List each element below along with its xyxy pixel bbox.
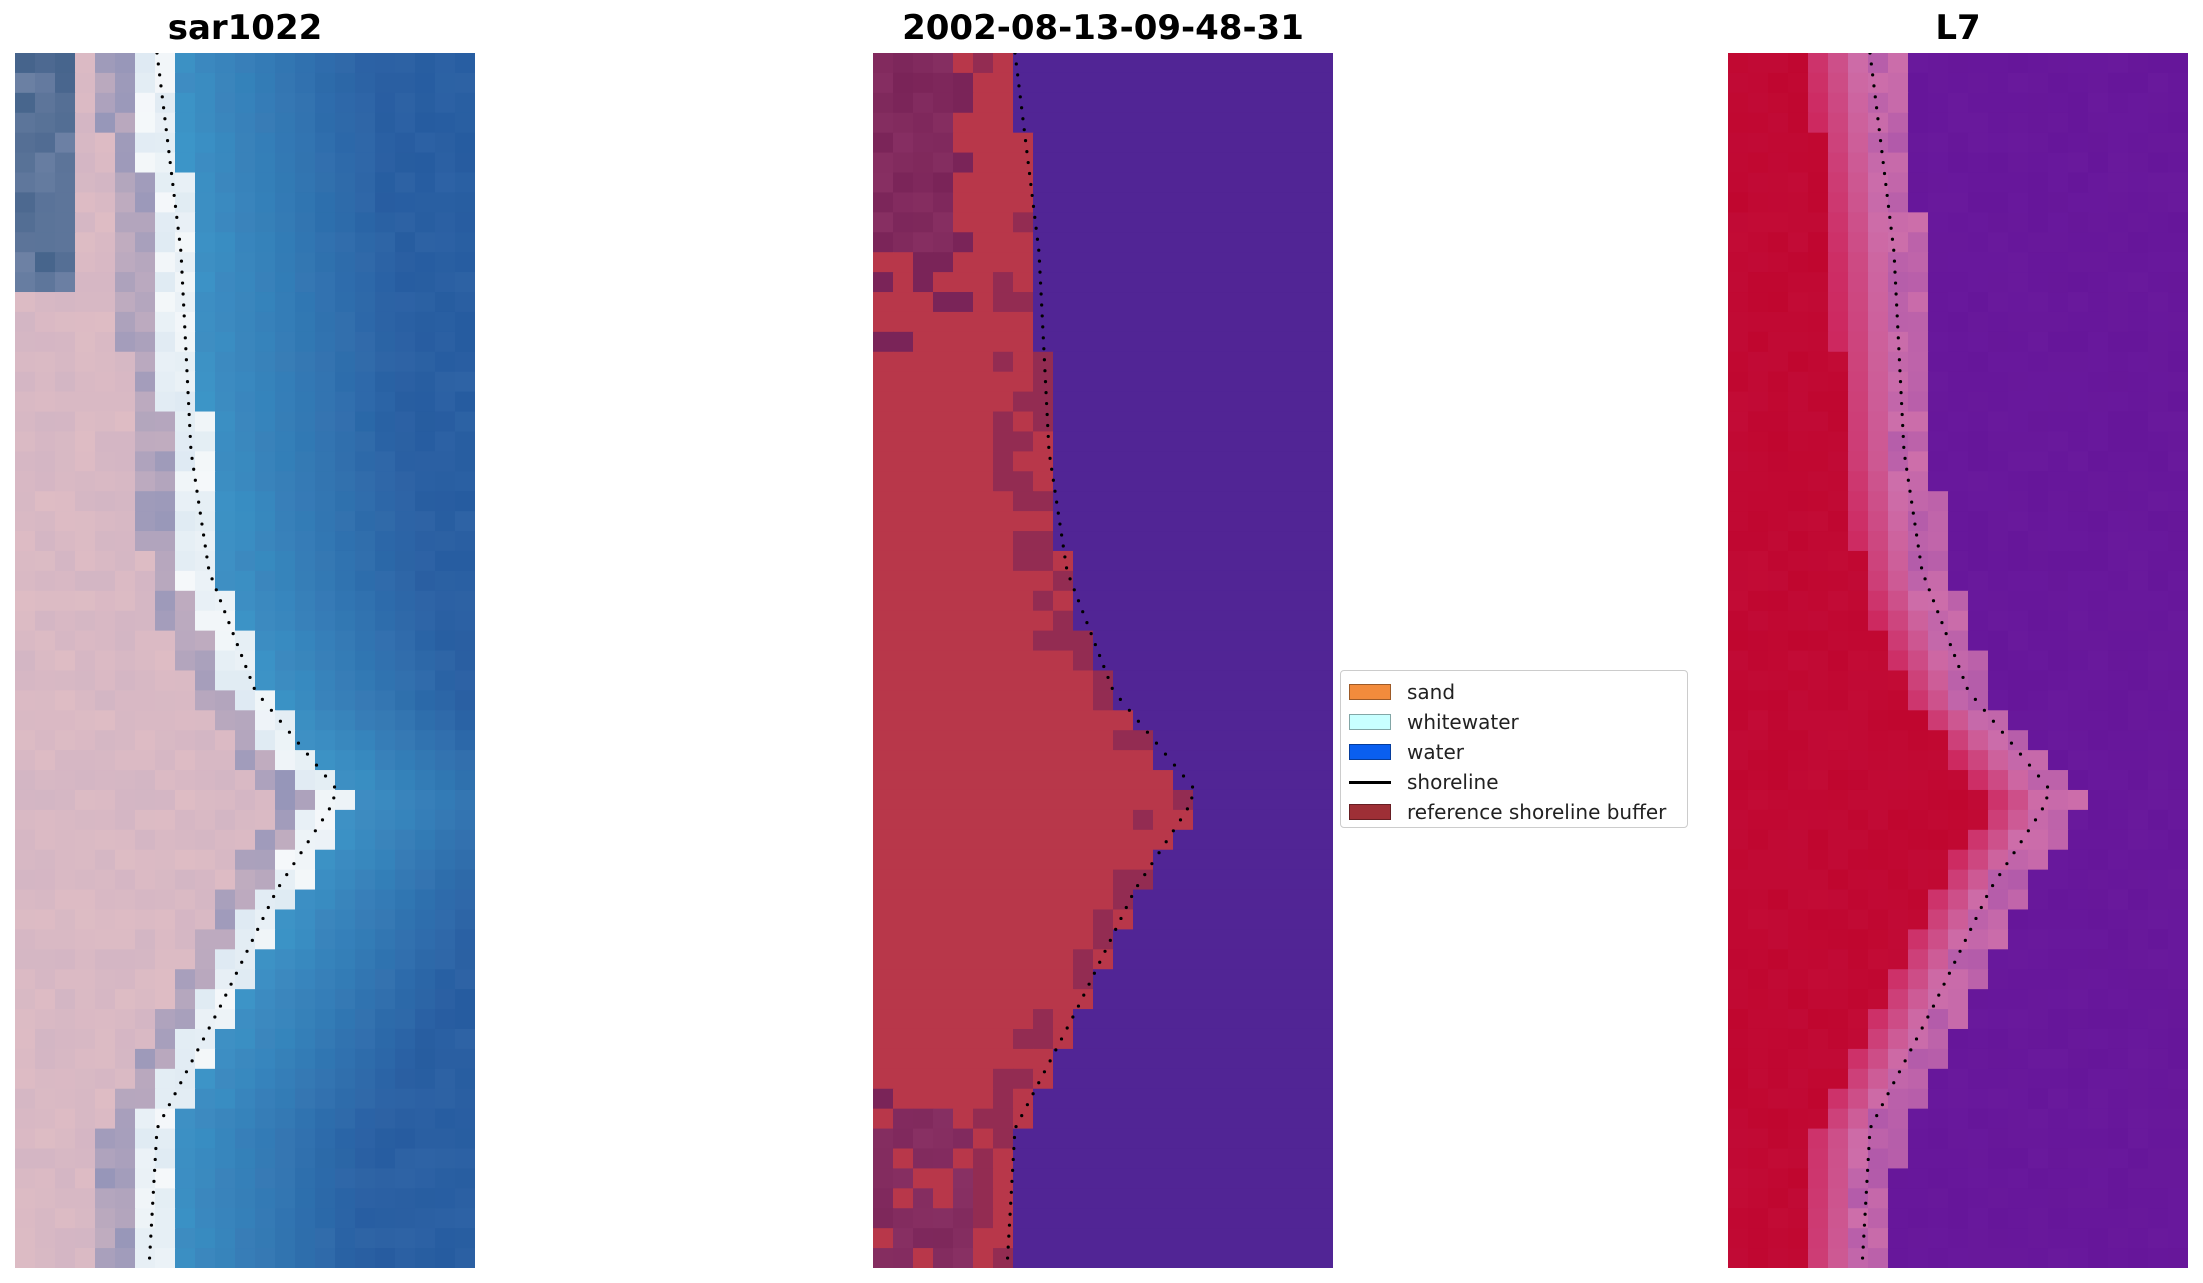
legend-item-water: water (1349, 737, 1679, 767)
legend-label: shoreline (1407, 770, 1499, 794)
legend-swatch (1349, 744, 1391, 760)
shoreline-dots (1860, 53, 2050, 1260)
rgb-image-panel (15, 53, 475, 1268)
legend-swatch (1349, 804, 1391, 820)
legend-label: whitewater (1407, 710, 1519, 734)
classified-image-panel (873, 53, 1333, 1268)
legend-label: reference shoreline buffer (1407, 800, 1667, 824)
legend-label: water (1407, 740, 1464, 764)
panel-title-index: L7 (1935, 8, 1981, 48)
legend-item-shoreline: shoreline (1349, 767, 1679, 797)
legend-item-whitewater: whitewater (1349, 707, 1679, 737)
classified-image (873, 53, 1333, 1268)
legend-item-reference-shoreline-buffer: reference shoreline buffer (1349, 797, 1679, 827)
legend-swatch (1349, 714, 1391, 730)
legend-swatch (1349, 684, 1391, 700)
legend-item-sand: sand (1349, 677, 1679, 707)
index-image-panel (1728, 53, 2188, 1268)
panel-title-classified: 2002-08-13-09-48-31 (902, 8, 1304, 48)
rgb-image (15, 53, 475, 1268)
index-image (1728, 53, 2188, 1268)
legend: sand whitewater water shoreline reference sh… (1340, 670, 1688, 828)
legend-label: sand (1407, 680, 1456, 704)
shoreline-dots (1005, 53, 1195, 1260)
panel-title-rgb: sar1022 (167, 8, 323, 48)
shoreline-dots (147, 53, 337, 1260)
legend-swatch (1349, 780, 1391, 784)
